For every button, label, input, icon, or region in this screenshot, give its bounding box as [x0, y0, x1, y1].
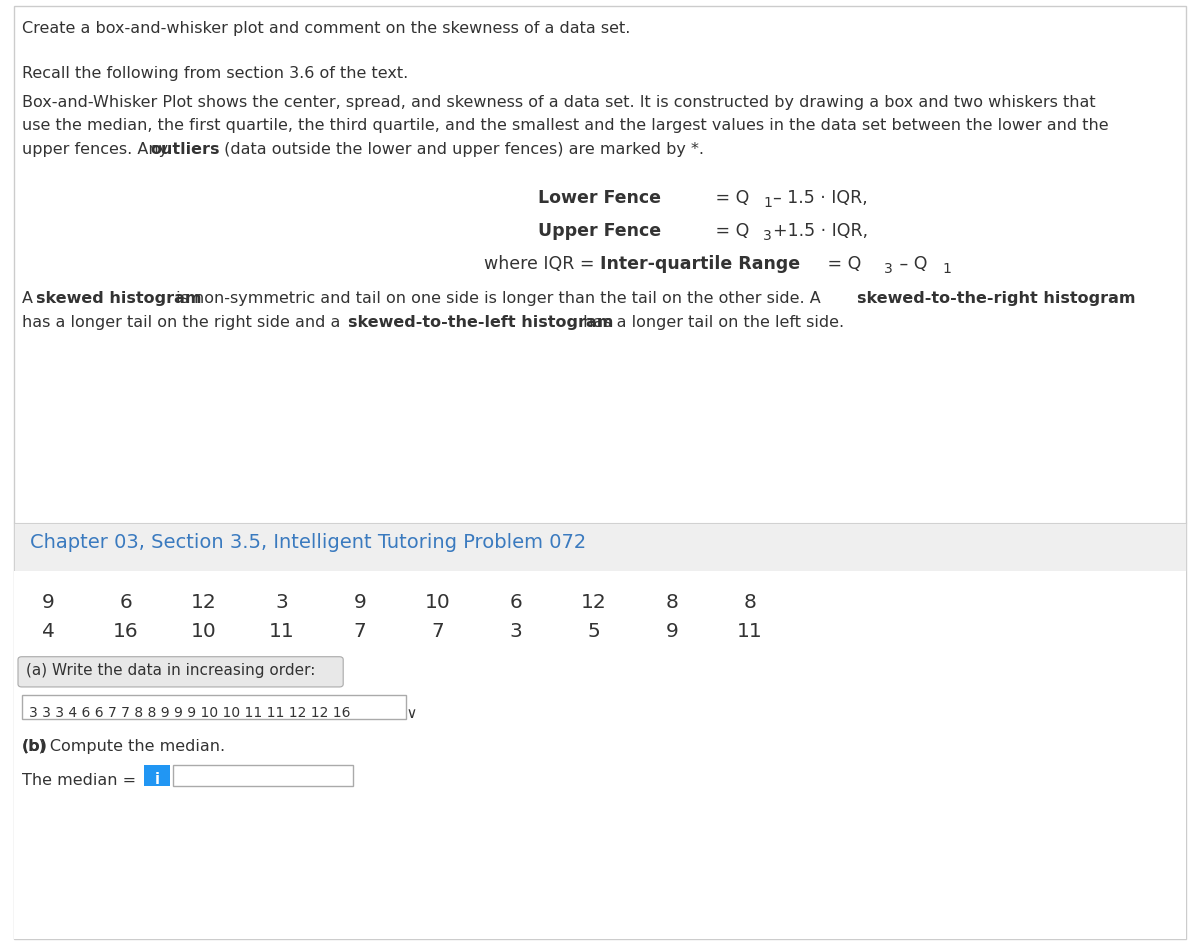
Text: has a longer tail on the right side and a: has a longer tail on the right side and … [22, 314, 346, 329]
Text: skewed histogram: skewed histogram [36, 291, 202, 306]
Text: i: i [155, 771, 160, 786]
Text: A: A [22, 291, 37, 306]
Text: = Q: = Q [710, 189, 750, 207]
Text: Create a box-and-whisker plot and comment on the skewness of a data set.: Create a box-and-whisker plot and commen… [22, 21, 630, 36]
Text: has a longer tail on the left side.: has a longer tail on the left side. [578, 314, 845, 329]
Text: 7: 7 [432, 621, 444, 640]
Text: +1.5 · IQR,: +1.5 · IQR, [773, 222, 868, 240]
Text: = Q: = Q [710, 222, 750, 240]
Text: 10: 10 [425, 593, 451, 612]
Text: 9: 9 [666, 621, 678, 640]
Text: 9: 9 [42, 593, 54, 612]
Text: 12: 12 [581, 593, 607, 612]
Text: 8: 8 [666, 593, 678, 612]
Text: Chapter 03, Section 3.5, Intelligent Tutoring Problem 072: Chapter 03, Section 3.5, Intelligent Tut… [30, 532, 587, 551]
Text: use the median, the first quartile, the third quartile, and the smallest and the: use the median, the first quartile, the … [22, 118, 1109, 133]
Text: is non-symmetric and tail on one side is longer than the tail on the other side.: is non-symmetric and tail on one side is… [172, 291, 826, 306]
Text: outliers: outliers [150, 142, 220, 157]
Text: 10: 10 [191, 621, 217, 640]
Text: 3 3 3 4 6 6 7 7 8 8 9 9 9 10 10 11 11 12 12 16: 3 3 3 4 6 6 7 7 8 8 9 9 9 10 10 11 11 12… [29, 705, 350, 719]
Text: Lower Fence: Lower Fence [539, 189, 661, 207]
Text: upper fences. Any: upper fences. Any [22, 142, 173, 157]
Text: ∨: ∨ [402, 705, 418, 720]
Text: 3: 3 [276, 593, 288, 612]
Text: (a) Write the data in increasing order:: (a) Write the data in increasing order: [26, 663, 316, 678]
Text: 1: 1 [763, 195, 772, 210]
Text: 16: 16 [113, 621, 139, 640]
Text: Recall the following from section 3.6 of the text.: Recall the following from section 3.6 of… [22, 66, 408, 81]
Text: Upper Fence: Upper Fence [539, 222, 661, 240]
Text: skewed-to-the-left histogram: skewed-to-the-left histogram [348, 314, 613, 329]
Text: 6: 6 [120, 593, 132, 612]
Text: 4: 4 [42, 621, 54, 640]
Text: 3: 3 [763, 228, 772, 243]
Text: 3: 3 [884, 261, 893, 276]
Text: (b): (b) [22, 738, 48, 753]
Text: – 1.5 · IQR,: – 1.5 · IQR, [773, 189, 868, 207]
Text: 11: 11 [737, 621, 763, 640]
Text: The median =: The median = [22, 772, 140, 787]
Text: (b) Compute the median.: (b) Compute the median. [22, 738, 224, 753]
Text: = Q: = Q [822, 255, 862, 273]
Text: 7: 7 [354, 621, 366, 640]
Text: Box-and-Whisker Plot shows the center, spread, and skewness of a data set. It is: Box-and-Whisker Plot shows the center, s… [22, 94, 1096, 110]
Text: 3: 3 [510, 621, 522, 640]
Text: 8: 8 [744, 593, 756, 612]
Text: (data outside the lower and upper fences) are marked by *.: (data outside the lower and upper fences… [220, 142, 704, 157]
Text: Inter-quartile Range: Inter-quartile Range [600, 255, 800, 273]
Text: 1: 1 [942, 261, 950, 276]
Text: 9: 9 [354, 593, 366, 612]
Text: where IQR =: where IQR = [484, 255, 600, 273]
Text: 6: 6 [510, 593, 522, 612]
Text: skewed-to-the-right histogram: skewed-to-the-right histogram [857, 291, 1135, 306]
Text: 11: 11 [269, 621, 295, 640]
Text: 12: 12 [191, 593, 217, 612]
Text: 5: 5 [588, 621, 600, 640]
Text: – Q: – Q [894, 255, 928, 273]
